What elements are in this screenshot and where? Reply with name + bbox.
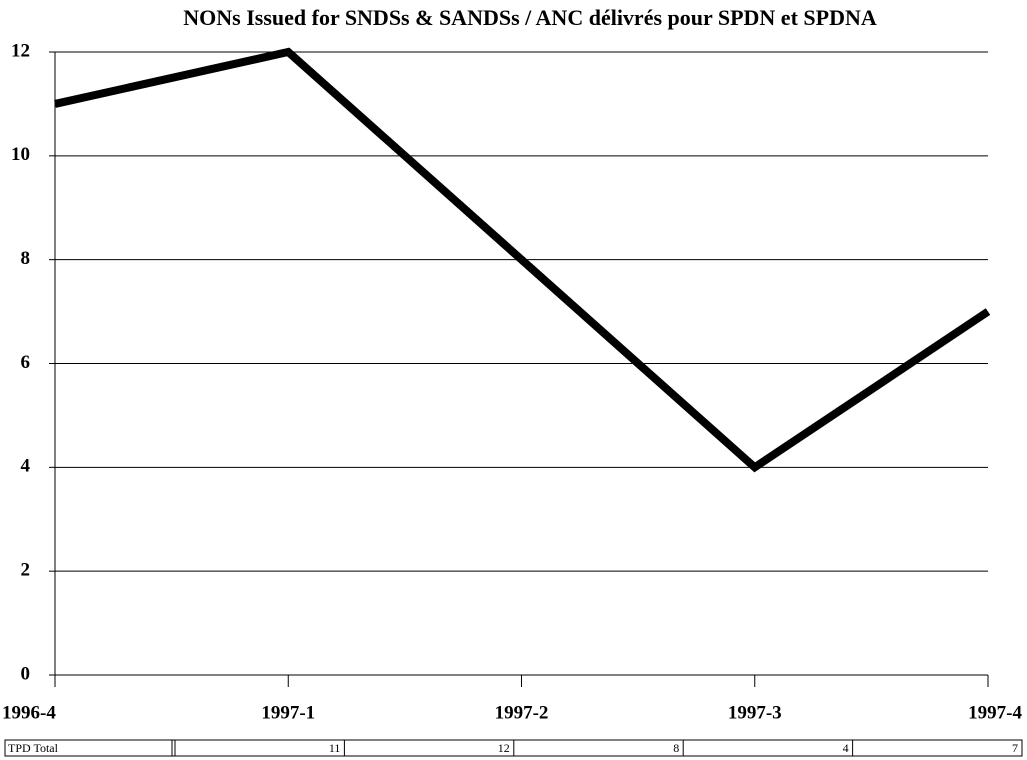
x-tick-label: 1997-1	[261, 702, 315, 723]
y-tick-label: 6	[21, 352, 31, 373]
x-tick-label: 1997-2	[495, 702, 549, 723]
x-tick-label: 1997-3	[728, 702, 782, 723]
y-tick-label: 2	[21, 560, 31, 581]
table-cell: 8	[673, 741, 679, 755]
table-cell: 4	[843, 741, 849, 755]
table-cell: 11	[329, 741, 341, 755]
table-cell: 7	[1012, 741, 1018, 755]
line-series	[54, 47, 991, 473]
y-tick-label: 10	[11, 144, 30, 165]
table-row-label: TPD Total	[8, 741, 59, 755]
y-tick-label: 12	[11, 40, 30, 61]
x-tick-label: 1997-4	[968, 702, 1022, 723]
table-cell: 12	[498, 741, 510, 755]
y-tick-label: 0	[21, 663, 31, 684]
x-tick-label: 1996-4	[2, 702, 56, 723]
chart-title: NONs Issued for SNDSs & SANDSs / ANC dél…	[183, 5, 877, 30]
y-tick-label: 4	[21, 456, 31, 477]
y-tick-label: 8	[21, 248, 31, 269]
